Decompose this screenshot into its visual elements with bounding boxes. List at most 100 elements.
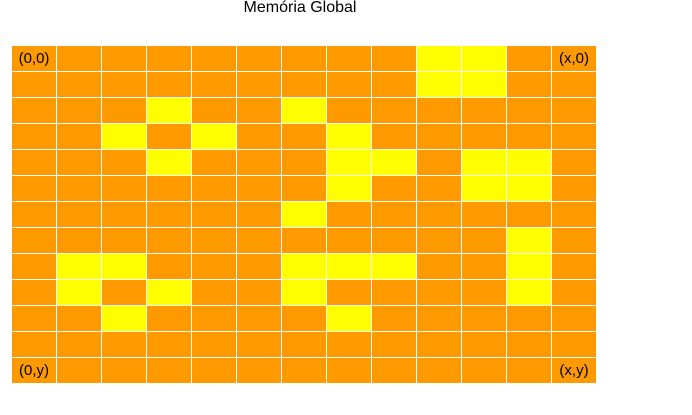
memory-cell xyxy=(12,228,56,253)
memory-cell xyxy=(507,124,551,149)
memory-cell xyxy=(372,306,416,331)
memory-cell xyxy=(417,254,461,279)
memory-cell-highlighted xyxy=(507,150,551,175)
memory-cell xyxy=(192,72,236,97)
memory-cell xyxy=(192,176,236,201)
memory-cell xyxy=(102,72,146,97)
memory-cell xyxy=(327,98,371,123)
memory-cell xyxy=(282,306,326,331)
memory-cell xyxy=(462,358,506,383)
memory-cell xyxy=(282,358,326,383)
memory-cell-highlighted xyxy=(102,124,146,149)
memory-cell xyxy=(552,306,596,331)
memory-cell xyxy=(372,280,416,305)
memory-cell xyxy=(327,228,371,253)
memory-cell xyxy=(102,176,146,201)
memory-cell xyxy=(192,228,236,253)
memory-cell xyxy=(102,46,146,71)
memory-cell-highlighted xyxy=(327,124,371,149)
memory-cell xyxy=(417,306,461,331)
memory-cell xyxy=(327,280,371,305)
memory-cell xyxy=(507,72,551,97)
memory-cell xyxy=(327,332,371,357)
memory-cell-highlighted xyxy=(327,254,371,279)
memory-cell-highlighted xyxy=(372,254,416,279)
memory-cell-highlighted xyxy=(147,150,191,175)
memory-cell xyxy=(417,280,461,305)
memory-cell xyxy=(462,306,506,331)
memory-cell xyxy=(282,124,326,149)
memory-cell-highlighted xyxy=(462,150,506,175)
memory-cell xyxy=(372,46,416,71)
memory-cell xyxy=(417,176,461,201)
corner-label-bottom-right: (x,y) xyxy=(559,362,589,379)
memory-cell xyxy=(417,98,461,123)
memory-cell xyxy=(327,46,371,71)
memory-cell xyxy=(552,280,596,305)
memory-cell xyxy=(57,202,101,227)
memory-cell xyxy=(237,46,281,71)
memory-cell xyxy=(192,98,236,123)
memory-cell xyxy=(147,176,191,201)
memory-cell xyxy=(372,202,416,227)
memory-cell xyxy=(282,176,326,201)
memory-cell xyxy=(147,228,191,253)
memory-cell xyxy=(102,98,146,123)
memory-cell xyxy=(552,72,596,97)
memory-cell xyxy=(462,254,506,279)
memory-cell xyxy=(192,332,236,357)
memory-cell-highlighted xyxy=(417,46,461,71)
memory-cell: (x,0) xyxy=(552,46,596,71)
memory-cell xyxy=(147,358,191,383)
corner-label-top-left: (0,0) xyxy=(18,50,50,67)
memory-cell xyxy=(327,72,371,97)
memory-cell xyxy=(237,306,281,331)
memory-cell xyxy=(552,254,596,279)
memory-cell xyxy=(417,358,461,383)
memory-cell xyxy=(237,228,281,253)
memory-cell xyxy=(237,280,281,305)
memory-cell-highlighted xyxy=(417,72,461,97)
memory-cell xyxy=(507,332,551,357)
memory-cell xyxy=(372,98,416,123)
memory-cell xyxy=(12,254,56,279)
memory-cell xyxy=(57,150,101,175)
memory-cell xyxy=(372,228,416,253)
memory-cell xyxy=(417,202,461,227)
memory-cell xyxy=(372,72,416,97)
memory-cell xyxy=(327,202,371,227)
memory-cell xyxy=(57,228,101,253)
global-memory-grid: (0,0) (x,0) (0,y) (x,y) xyxy=(11,45,597,384)
memory-cell xyxy=(462,332,506,357)
memory-cell: (x,y) xyxy=(552,358,596,383)
memory-cell-highlighted xyxy=(282,280,326,305)
memory-cell xyxy=(12,72,56,97)
memory-cell xyxy=(417,332,461,357)
memory-cell xyxy=(192,280,236,305)
memory-cell-highlighted xyxy=(462,46,506,71)
memory-cell xyxy=(552,228,596,253)
memory-cell-highlighted xyxy=(102,254,146,279)
memory-cell xyxy=(57,306,101,331)
memory-cell xyxy=(192,306,236,331)
memory-cell xyxy=(12,150,56,175)
memory-cell: (0,y) xyxy=(12,358,56,383)
memory-cell-highlighted xyxy=(147,280,191,305)
memory-cell xyxy=(237,332,281,357)
memory-cell-highlighted xyxy=(102,306,146,331)
memory-cell-highlighted xyxy=(282,254,326,279)
memory-cell xyxy=(372,358,416,383)
memory-cell-highlighted xyxy=(327,150,371,175)
corner-label-bottom-left: (0,y) xyxy=(19,362,49,379)
memory-cell xyxy=(192,150,236,175)
memory-cell xyxy=(147,46,191,71)
memory-cell: (0,0) xyxy=(12,46,56,71)
memory-cell xyxy=(147,306,191,331)
memory-cell xyxy=(12,332,56,357)
memory-cell xyxy=(57,46,101,71)
memory-cell-highlighted xyxy=(57,280,101,305)
memory-cell xyxy=(282,150,326,175)
memory-cell xyxy=(147,202,191,227)
memory-cell xyxy=(12,124,56,149)
memory-cell xyxy=(237,176,281,201)
